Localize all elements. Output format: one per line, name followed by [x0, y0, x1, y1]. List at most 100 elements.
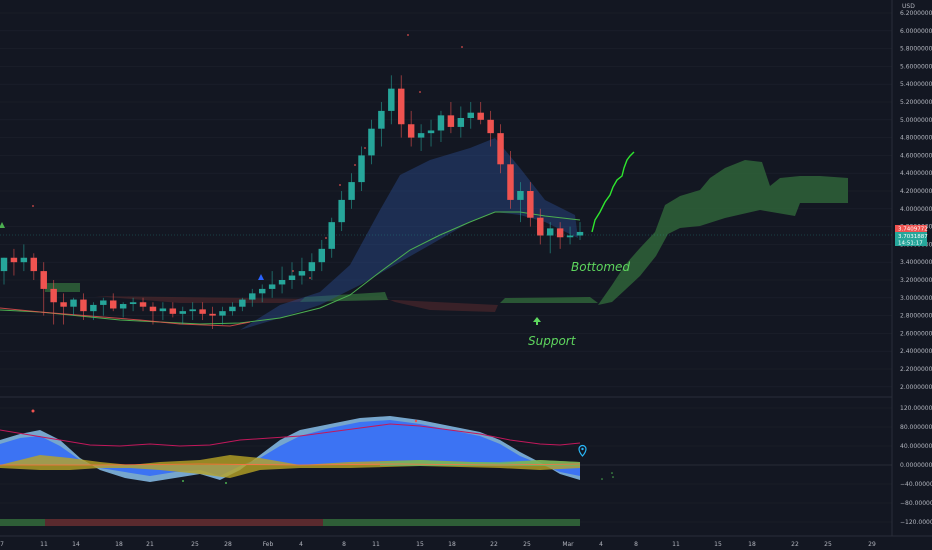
candle-body [129, 302, 137, 305]
price-tick-label: 5.0000000 [900, 117, 932, 124]
date-tick-label: 22 [490, 541, 498, 548]
candle-body [100, 300, 107, 305]
osc-signal-dot [182, 480, 184, 482]
candle [100, 297, 107, 316]
date-tick-label: 21 [146, 541, 154, 548]
candle-body [70, 299, 77, 307]
candle [129, 297, 137, 312]
price-tick-label: 5.6000000 [900, 63, 932, 70]
date-tick-label: 15 [714, 541, 722, 548]
candle [149, 302, 157, 325]
signal-dot [407, 34, 409, 36]
candle-body [328, 222, 335, 249]
candle-body [358, 155, 365, 183]
candle [169, 302, 177, 318]
candle-body [388, 88, 395, 111]
candle-body [219, 311, 226, 316]
candle-body [427, 130, 435, 134]
candle [80, 293, 87, 321]
candle-body [268, 284, 276, 289]
candle [527, 182, 534, 227]
cloud-bull-segment-mid [300, 292, 388, 302]
candle [159, 302, 167, 321]
candle-body [576, 231, 584, 236]
candle [40, 262, 47, 316]
signal-dot [354, 164, 356, 166]
buy-signal-arrow-icon [258, 274, 264, 280]
price-tick-label: 4.2000000 [900, 188, 932, 195]
candle [328, 217, 335, 258]
osc-line-orange [0, 463, 581, 466]
price-tag-countdown: 14:51:17 [898, 241, 923, 247]
candle-body [60, 302, 67, 307]
candle [50, 280, 57, 325]
signal-dot [309, 277, 311, 279]
candle [497, 124, 504, 174]
candle-body [417, 133, 425, 138]
candle [70, 297, 77, 316]
price-tag-red [895, 225, 927, 232]
candle [10, 248, 18, 276]
date-tick-label: 15 [416, 541, 424, 548]
price-tag-group: 3.7409772 3.7031887 14:51:17 [895, 225, 928, 247]
price-tick-label: 2.4000000 [900, 348, 932, 355]
candle-body [149, 306, 157, 312]
price-tick-label: 5.4000000 [900, 81, 932, 88]
candle-body [249, 293, 256, 300]
candle-body [338, 199, 345, 223]
candle-body [437, 115, 445, 131]
candle-body [139, 302, 147, 307]
price-tick-label: 5.2000000 [900, 99, 932, 106]
moving-average-red [0, 307, 251, 327]
candle-body [278, 280, 286, 285]
time-axis[interactable]: 7 11 14 18 21 25 28 Feb 4 8 11 15 18 22 25 Mar 4 8 11 15 18 2… [0, 541, 876, 548]
candle-body [527, 191, 534, 218]
candle-body [477, 112, 484, 120]
candle [278, 266, 286, 294]
osc-tick-label: 80.0000000 [900, 424, 932, 431]
signal-dot [32, 205, 34, 207]
moving-average-green [0, 211, 581, 325]
candle [546, 222, 554, 254]
candle [219, 306, 226, 325]
candle-body [209, 313, 216, 316]
candle [229, 302, 236, 316]
signal-dot [339, 184, 341, 186]
price-tick-label: 6.0000000 [900, 28, 932, 35]
date-tick-label: 22 [791, 541, 799, 548]
date-tick-label: 18 [748, 541, 756, 548]
candle [298, 257, 306, 285]
date-tick-label: 4 [299, 541, 303, 548]
candle-body [258, 288, 266, 294]
candle [517, 182, 524, 223]
signal-dot [364, 147, 366, 149]
date-tick-label: Feb [263, 541, 274, 548]
candle-body [159, 308, 167, 312]
candle [60, 293, 67, 325]
candle [0, 257, 8, 285]
date-tick-label: Mar [562, 541, 574, 548]
candle-body [318, 248, 326, 263]
signal-dot [292, 270, 294, 272]
candle-body [487, 119, 494, 134]
oscillator-axis[interactable]: 120.0000000 80.0000000 40.0000000 0.0000000… [900, 405, 932, 526]
date-tick-label: 11 [372, 541, 380, 548]
candle-body [179, 311, 186, 314]
osc-signal-dot [612, 476, 614, 478]
price-tick-label: 3.2000000 [900, 277, 932, 284]
price-tick-label: 2.8000000 [900, 313, 932, 320]
candle-body [566, 235, 574, 238]
candle-body [348, 182, 355, 200]
candle [487, 110, 494, 147]
candle [576, 222, 584, 240]
osc-status-bar-green-right [323, 519, 580, 526]
location-pin-icon[interactable] [578, 444, 587, 457]
signal-dot [419, 91, 421, 93]
price-tick-label: 3.0000000 [900, 295, 932, 302]
candle [378, 102, 385, 147]
candle-body [40, 271, 47, 289]
candle [20, 244, 28, 272]
candle-body [457, 118, 465, 127]
osc-signal-dot [225, 482, 227, 484]
